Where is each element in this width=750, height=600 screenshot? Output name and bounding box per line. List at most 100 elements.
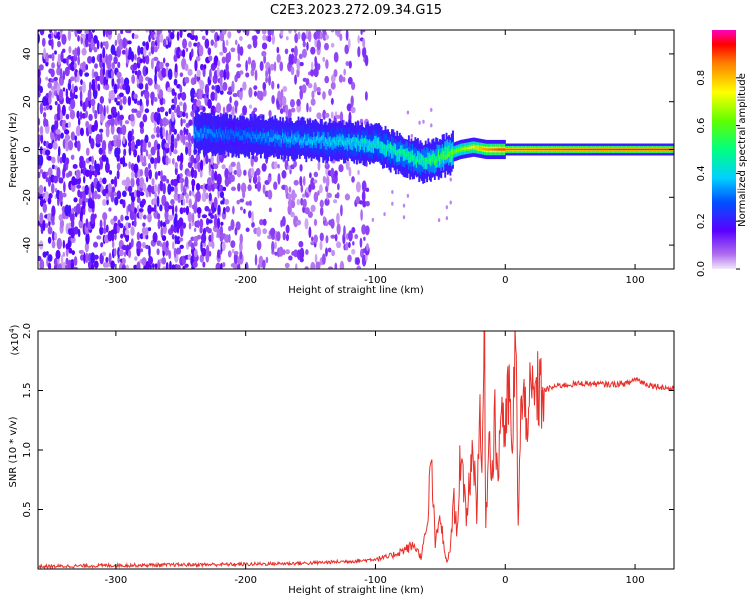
trace-cell: [592, 148, 595, 151]
noise-cell: [319, 240, 323, 251]
noise-cell: [108, 252, 112, 265]
trace-cell: [302, 124, 305, 148]
noise-cell: [179, 110, 184, 117]
noise-cell: [268, 110, 272, 118]
noise-cell: [371, 217, 375, 222]
trace-cell: [555, 148, 558, 151]
noise-cell: [365, 161, 368, 167]
trace-cell: [527, 148, 530, 151]
trace-cell: [598, 148, 601, 151]
noise-cell: [54, 232, 58, 241]
noise-cell: [243, 169, 247, 176]
noise-cell: [72, 49, 75, 55]
noise-cell: [156, 248, 160, 256]
trace-cell: [363, 141, 366, 153]
noise-cell: [91, 155, 95, 165]
noise-cell: [221, 164, 226, 170]
noise-cell: [72, 163, 78, 170]
noise-cell: [208, 208, 211, 214]
noise-cell: [59, 67, 63, 79]
trace-cell: [648, 148, 650, 151]
noise-cell: [110, 190, 115, 203]
noise-cell: [136, 110, 142, 119]
noise-cell: [107, 59, 112, 71]
noise-cell: [365, 187, 370, 192]
noise-cell: [99, 177, 103, 185]
noise-cell: [55, 129, 61, 135]
trace-cell: [283, 138, 286, 143]
noise-cell: [168, 249, 172, 260]
noise-cell: [139, 153, 144, 163]
noise-cell: [213, 55, 219, 66]
noise-cell: [325, 34, 329, 40]
trace-cell: [274, 135, 277, 147]
noise-cell: [319, 184, 323, 194]
noise-cell: [325, 59, 329, 69]
noise-cell: [157, 170, 161, 176]
noise-cell: [105, 126, 110, 138]
trace-cell: [317, 135, 319, 140]
noise-cell: [58, 88, 64, 101]
noise-cell: [127, 130, 133, 143]
noise-cell: [307, 30, 312, 43]
noise-cell: [169, 260, 172, 269]
noise-cell: [73, 266, 79, 269]
trace-cell: [358, 141, 361, 146]
noise-cell: [236, 161, 241, 173]
trace-cell: [662, 148, 665, 151]
noise-cell: [279, 108, 284, 115]
noise-cell: [173, 128, 178, 135]
x-tick-label: -200: [234, 575, 257, 586]
noise-cell: [156, 148, 160, 160]
trace-cell: [654, 148, 657, 151]
trace-cell: [259, 133, 262, 145]
noise-cell: [39, 168, 44, 174]
trace-cell: [348, 139, 351, 144]
trace-cell: [622, 148, 624, 151]
noise-cell: [147, 163, 151, 170]
trace-cell: [331, 140, 334, 146]
noise-cell: [333, 51, 339, 63]
noise-cell: [43, 186, 47, 193]
noise-cell: [167, 133, 172, 145]
noise-cell: [319, 232, 324, 242]
trace-cell: [319, 137, 322, 149]
trace-cell: [500, 148, 502, 151]
trace-cell: [585, 148, 588, 151]
noise-cell: [113, 106, 117, 116]
noise-cell: [85, 232, 90, 245]
trace-cell: [667, 148, 670, 151]
noise-cell: [167, 214, 174, 221]
noise-cell: [194, 35, 198, 42]
noise-cell: [261, 163, 267, 172]
noise-cell: [284, 262, 290, 269]
noise-cell: [354, 233, 359, 240]
noise-cell: [69, 109, 76, 120]
trace-cell: [489, 148, 492, 151]
noise-cell: [307, 211, 313, 218]
colorbar-tick-label: 0.8: [696, 70, 707, 86]
trace-cell: [396, 150, 399, 162]
noise-cell: [131, 135, 135, 141]
noise-cell: [62, 251, 66, 257]
noise-cell: [71, 83, 75, 94]
noise-cell: [50, 130, 55, 141]
noise-cell: [344, 44, 349, 55]
trace-cell: [353, 137, 356, 143]
x-tick-label: -100: [364, 575, 387, 586]
trace-cell: [376, 140, 379, 145]
noise-cell: [144, 166, 149, 178]
noise-cell: [288, 255, 293, 261]
noise-cell: [190, 154, 195, 164]
noise-cell: [347, 254, 352, 263]
trace-cell: [619, 148, 622, 151]
trace-cell: [468, 146, 471, 149]
spectrogram-x-ticks: -300 -200 -100 0 100: [105, 30, 645, 286]
noise-cell: [187, 142, 192, 149]
trace-cell: [280, 138, 283, 144]
noise-cell: [47, 142, 53, 150]
trace-cell: [361, 139, 364, 144]
noise-cell: [68, 204, 72, 215]
noise-cell: [47, 254, 53, 262]
noise-cell: [60, 132, 64, 139]
